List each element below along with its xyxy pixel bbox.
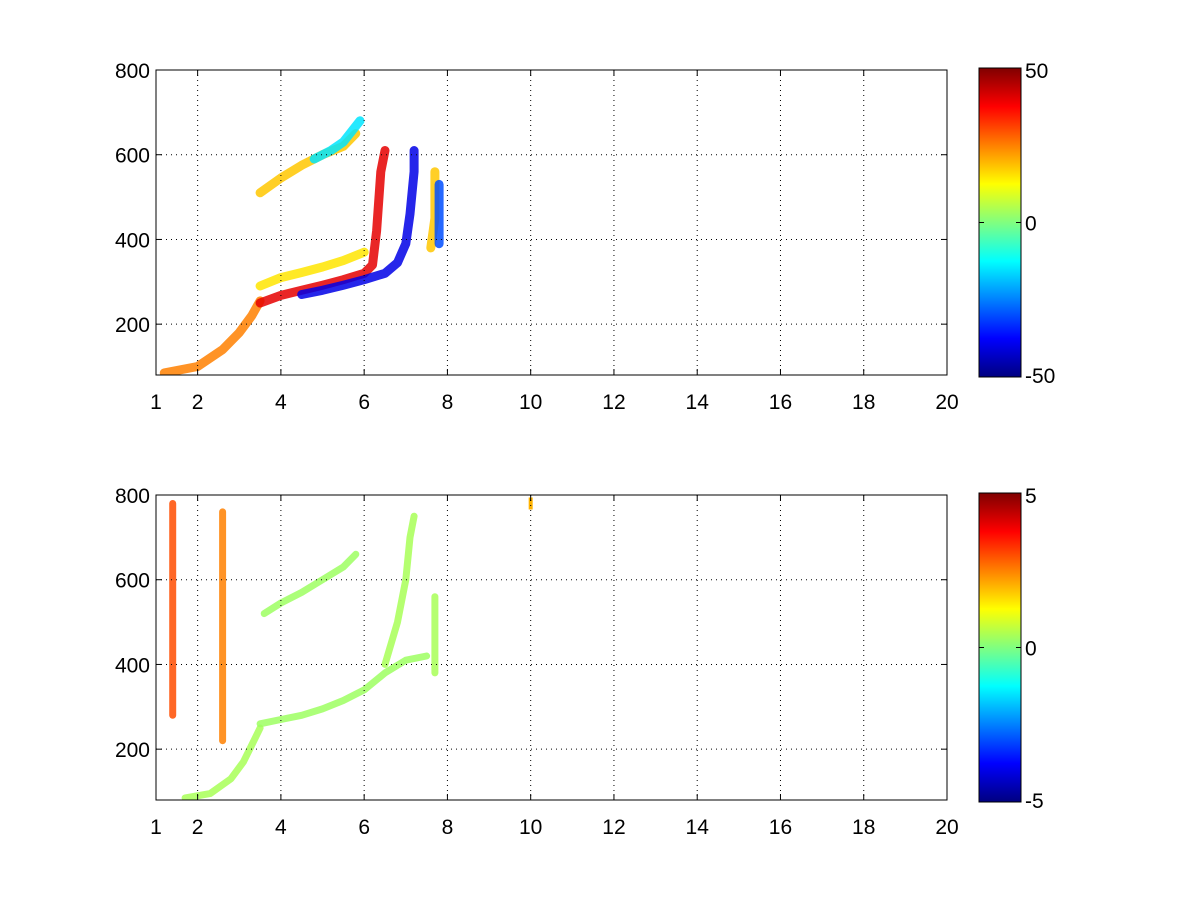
x-tick-label: 4 bbox=[275, 391, 287, 414]
heatmap-feature-0 bbox=[159, 296, 265, 375]
x-tick-label: 16 bbox=[769, 391, 792, 414]
x-tick-label: 10 bbox=[519, 391, 542, 414]
colorbar bbox=[978, 492, 1022, 803]
x-tick-label: 2 bbox=[192, 816, 204, 839]
x-tick-label: 14 bbox=[686, 816, 710, 839]
x-tick-label: 20 bbox=[935, 391, 958, 414]
plot-area bbox=[156, 70, 947, 375]
y-tick-label: 800 bbox=[115, 485, 150, 508]
x-tick-label: 20 bbox=[935, 816, 958, 839]
y-tick-label: 600 bbox=[115, 570, 150, 593]
x-tick-label: 2 bbox=[192, 391, 204, 414]
x-tick-label: 12 bbox=[602, 816, 625, 839]
x-tick-label: 10 bbox=[519, 816, 542, 839]
y-tick-label: 200 bbox=[115, 739, 150, 762]
colorbar-tick-label: -50 bbox=[1025, 365, 1055, 388]
y-tick-label: 800 bbox=[115, 60, 150, 83]
colorbar-tick-label: 5 bbox=[1025, 485, 1037, 508]
y-tick-label: 400 bbox=[115, 229, 150, 252]
heatmap-feature-5 bbox=[309, 116, 365, 164]
y-tick-label: 400 bbox=[115, 654, 150, 677]
colorbar-tick-label: 50 bbox=[1025, 60, 1048, 83]
heatmap-feature-3 bbox=[381, 512, 418, 668]
x-tick-label: 4 bbox=[275, 816, 287, 839]
heatmap-feature-0 bbox=[181, 724, 264, 800]
x-tick-label: 8 bbox=[442, 816, 454, 839]
heatmap-feature-6 bbox=[426, 167, 440, 253]
x-tick-label: 6 bbox=[358, 816, 370, 839]
colorbar-tick-label: 0 bbox=[1025, 638, 1037, 661]
x-tick-label: 6 bbox=[358, 391, 370, 414]
colorbar-tick-label: -5 bbox=[1025, 790, 1044, 813]
x-tick-label: 18 bbox=[852, 391, 875, 414]
heatmap-feature-1 bbox=[255, 146, 390, 308]
heatmap-feature-1 bbox=[256, 652, 431, 728]
heatmap-feature-2 bbox=[260, 550, 360, 618]
heatmap-layer bbox=[159, 116, 444, 375]
colorbar-tick-label: 0 bbox=[1025, 213, 1037, 236]
heatmap-feature-3 bbox=[297, 146, 419, 299]
colorbar bbox=[978, 67, 1022, 378]
x-tick-label: 16 bbox=[769, 816, 792, 839]
axes-box bbox=[155, 69, 948, 376]
x-tick-label: 14 bbox=[686, 391, 710, 414]
plot-area bbox=[156, 495, 947, 800]
x-tick-label: 1 bbox=[150, 391, 162, 414]
heatmap-feature-7 bbox=[528, 497, 533, 510]
heatmap-layer bbox=[169, 497, 533, 800]
y-tick-label: 200 bbox=[115, 314, 150, 337]
y-tick-label: 600 bbox=[115, 145, 150, 168]
x-tick-label: 18 bbox=[852, 816, 875, 839]
x-tick-label: 12 bbox=[602, 391, 625, 414]
heatmap-feature-2 bbox=[255, 247, 369, 291]
x-tick-label: 8 bbox=[442, 391, 454, 414]
x-tick-label: 1 bbox=[150, 816, 162, 839]
axes-box bbox=[155, 494, 948, 801]
